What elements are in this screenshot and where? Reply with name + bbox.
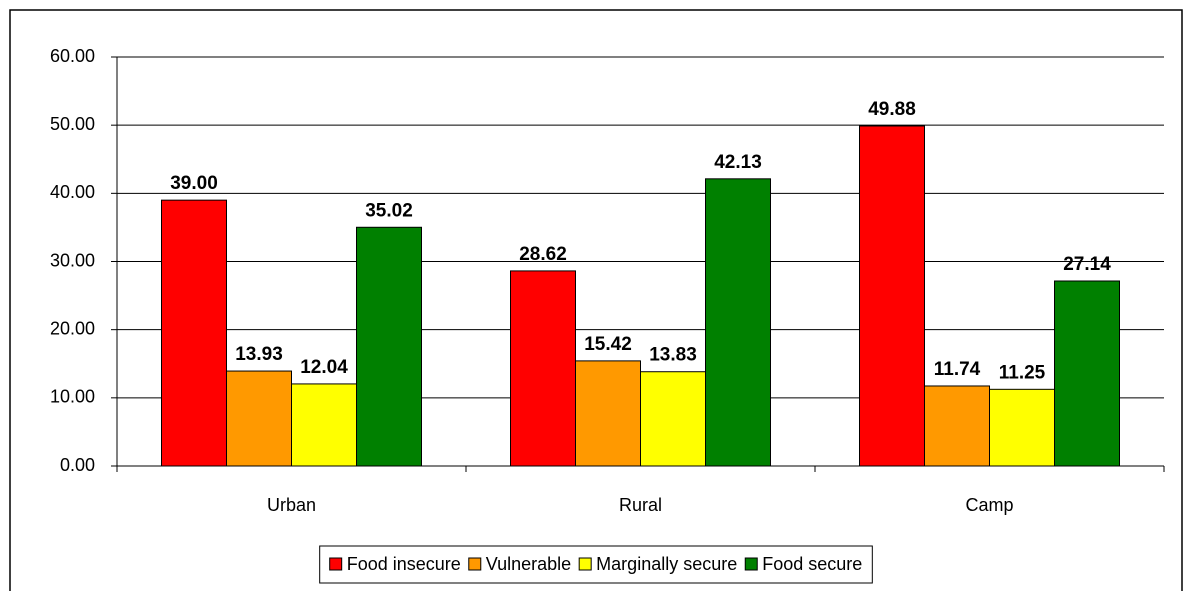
legend-label: Food insecure — [347, 554, 461, 574]
y-tick-label: 30.00 — [50, 250, 95, 270]
legend-box — [319, 545, 873, 584]
bar — [226, 370, 292, 467]
bar — [640, 371, 706, 467]
legend: Food insecure Vulnerable Marginally secure… — [319, 545, 873, 584]
value-label: 11.25 — [999, 362, 1046, 383]
y-tick-label: 0.00 — [60, 455, 95, 475]
bar — [924, 385, 990, 467]
legend-label: Marginally secure — [596, 554, 737, 574]
bar — [161, 199, 227, 467]
bar — [575, 360, 641, 467]
bar — [859, 125, 925, 467]
y-tick-label: 20.00 — [50, 318, 95, 338]
value-label: 27.14 — [1063, 254, 1111, 275]
value-label: 15.42 — [584, 334, 632, 355]
value-label: 11.74 — [934, 359, 981, 380]
y-tick-label: 40.00 — [50, 182, 95, 202]
legend-swatch — [329, 557, 343, 571]
y-tick-label: 10.00 — [50, 387, 95, 407]
x-tick-label: Urban — [267, 495, 316, 515]
value-label: 42.13 — [714, 152, 762, 173]
chart-frame — [9, 9, 1183, 591]
bar — [989, 388, 1055, 467]
value-label: 12.04 — [300, 357, 348, 378]
legend-swatch — [578, 557, 592, 571]
bar — [510, 270, 576, 467]
bar — [705, 178, 771, 467]
x-tick-label: Rural — [619, 495, 662, 515]
legend-label: Vulnerable — [486, 554, 571, 574]
value-label: 35.02 — [365, 200, 413, 221]
value-label: 13.93 — [235, 344, 283, 365]
legend-swatch — [468, 557, 482, 571]
legend-swatch — [744, 557, 758, 571]
bar — [356, 226, 422, 467]
value-label: 49.88 — [868, 99, 916, 120]
bar — [291, 383, 357, 467]
legend-label: Food secure — [762, 554, 862, 574]
value-label: 39.00 — [170, 173, 218, 194]
value-label: 28.62 — [519, 244, 567, 265]
y-tick-label: 50.00 — [50, 114, 95, 134]
y-tick-label: 60.00 — [50, 46, 95, 66]
x-tick-label: Camp — [965, 495, 1013, 515]
value-label: 13.83 — [649, 345, 697, 366]
bar — [1054, 280, 1120, 467]
